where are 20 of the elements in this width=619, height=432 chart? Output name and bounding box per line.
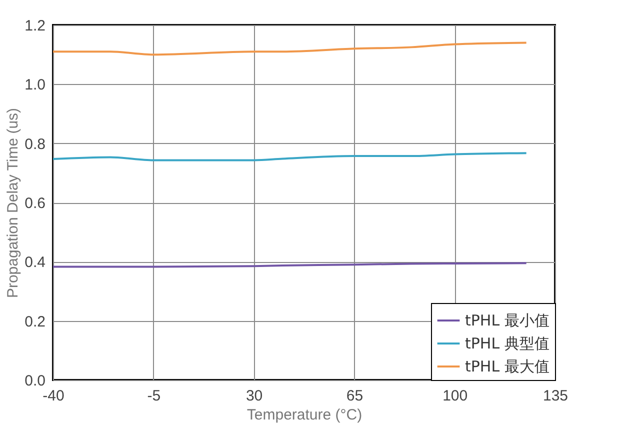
x-tick-label: 65 — [346, 388, 364, 404]
y-tick-label: 0.8 — [24, 136, 46, 153]
y-tick-label: 1.0 — [24, 76, 46, 94]
x-tick-label: 100 — [442, 388, 468, 404]
y-tick-label: 0.2 — [24, 313, 46, 330]
line-series — [53, 42, 528, 56]
legend-label: tPHL 最大值 — [465, 358, 550, 376]
x-axis-title: Temperature (°C) — [246, 406, 362, 424]
y-tick-label: 0.0 — [24, 372, 46, 390]
y-tick-label: 1.2 — [24, 18, 46, 34]
legend-label: tPHL 最小值 — [465, 312, 550, 330]
x-tick-label: -5 — [147, 388, 161, 404]
legend-label: tPHL 典型值 — [465, 334, 550, 352]
x-tick-label: 135 — [542, 388, 568, 404]
line-series — [53, 152, 528, 162]
y-axis-title: Propagation Delay Time (us) — [4, 108, 22, 298]
x-tick-label: 30 — [246, 388, 263, 404]
y-tick-label: 0.4 — [24, 254, 46, 272]
x-tick-label: -40 — [42, 388, 64, 404]
y-tick-label: 0.6 — [24, 195, 46, 212]
